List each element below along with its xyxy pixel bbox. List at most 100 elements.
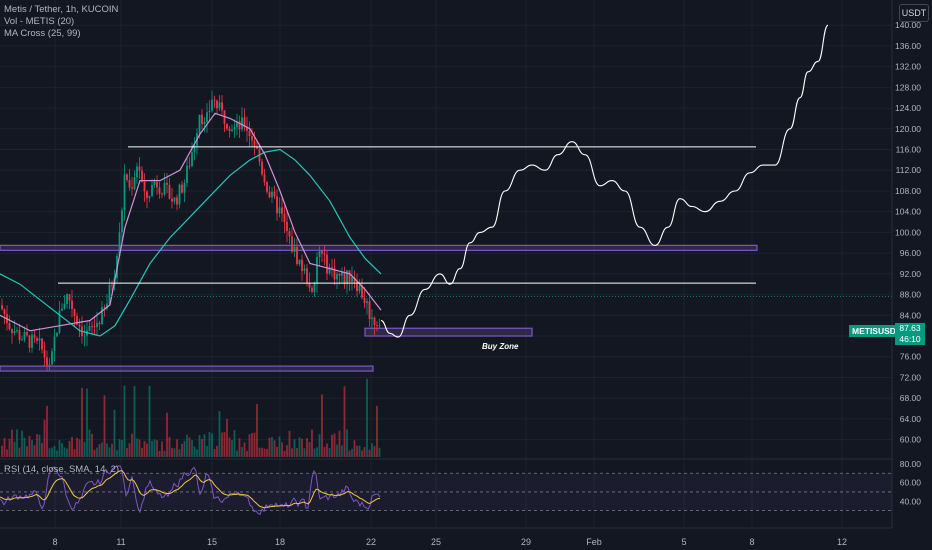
candle-body bbox=[213, 99, 216, 101]
volume-bar bbox=[46, 405, 48, 457]
candle-body bbox=[306, 268, 308, 284]
candle-body bbox=[246, 127, 248, 131]
volume-bar bbox=[283, 450, 286, 457]
volume-bar bbox=[253, 432, 256, 457]
candle-body bbox=[321, 251, 323, 254]
ticker-label: METISUSDT bbox=[849, 325, 905, 337]
candle-body bbox=[348, 270, 351, 282]
candle-body bbox=[166, 182, 168, 185]
candle-body bbox=[48, 364, 51, 366]
volume-bar bbox=[208, 431, 211, 457]
volume-bar bbox=[273, 440, 276, 457]
candle-body bbox=[176, 197, 178, 205]
price-tick-label: 140.00 bbox=[895, 20, 921, 30]
time-tick-label: 22 bbox=[366, 537, 376, 547]
legend-title[interactable]: Metis / Tether, 1h, KUCOIN bbox=[4, 4, 119, 15]
candle-body bbox=[23, 331, 26, 340]
price-tick-label: 84.00 bbox=[900, 310, 922, 320]
candle-body bbox=[18, 330, 21, 340]
candle-body bbox=[218, 102, 221, 109]
candle-body bbox=[248, 130, 251, 137]
candle-body bbox=[263, 174, 266, 183]
currency-button[interactable]: USDT bbox=[899, 4, 929, 22]
candle-body bbox=[376, 325, 378, 326]
time-axis[interactable]: 8 11 15 18 22 25 29 Feb 5 8 12 bbox=[0, 527, 892, 547]
candle-body bbox=[91, 325, 93, 327]
candle-body bbox=[71, 300, 73, 310]
volume-bar bbox=[171, 447, 173, 457]
volume-bar bbox=[18, 447, 21, 457]
rsi-legend[interactable]: RSI (14, close, SMA, 14, 2) bbox=[4, 464, 120, 475]
volume-bar bbox=[106, 443, 108, 457]
volume-bar bbox=[116, 450, 118, 457]
volume-bar bbox=[63, 447, 66, 457]
volume-bar bbox=[218, 411, 221, 457]
candle-body bbox=[83, 335, 86, 337]
volume-bar bbox=[276, 446, 278, 457]
volume-bar bbox=[216, 445, 218, 457]
price-tick-label: 92.00 bbox=[900, 269, 922, 279]
candle-body bbox=[201, 114, 203, 125]
volume-bar bbox=[318, 434, 321, 457]
volume-bar bbox=[126, 448, 128, 457]
zone-rect bbox=[0, 244, 758, 251]
volume-bar bbox=[241, 447, 243, 457]
candle-body bbox=[123, 174, 126, 211]
volume-bar bbox=[316, 447, 318, 457]
volume-bar bbox=[71, 436, 73, 457]
volume-bar bbox=[113, 409, 116, 457]
candle-body bbox=[43, 349, 46, 358]
volume-bar bbox=[243, 442, 246, 457]
price-tick-label: 100.00 bbox=[895, 227, 921, 237]
volume-bar bbox=[228, 437, 231, 457]
volume-bar bbox=[251, 433, 253, 457]
price-tick-label: 116.00 bbox=[896, 145, 922, 155]
candle-body bbox=[118, 232, 121, 256]
legend-ma-cross[interactable]: MA Cross (25, 99) bbox=[4, 28, 81, 39]
volume-bar bbox=[78, 439, 81, 457]
volume-bar bbox=[16, 429, 18, 457]
volume-bar bbox=[371, 443, 373, 457]
candle-body bbox=[211, 99, 213, 111]
volume-bar bbox=[261, 447, 263, 457]
time-tick-label: 5 bbox=[681, 537, 686, 547]
volume-bar bbox=[153, 439, 156, 457]
volume-bar bbox=[361, 450, 363, 457]
volume-bar bbox=[73, 449, 76, 457]
candle-body bbox=[33, 334, 36, 338]
volume-bar bbox=[188, 437, 191, 457]
price-tick-label: 64.00 bbox=[900, 414, 922, 424]
candle-body bbox=[301, 259, 303, 271]
chart-grid bbox=[0, 0, 892, 528]
volume-bar bbox=[133, 386, 136, 457]
candle-body bbox=[63, 304, 66, 309]
volume-bar bbox=[91, 433, 93, 457]
volume-bar bbox=[88, 429, 91, 457]
volume-bar bbox=[338, 430, 341, 457]
candle-body bbox=[133, 177, 136, 189]
volume-bar bbox=[363, 447, 366, 457]
volume-bar bbox=[191, 440, 193, 457]
volume-bar bbox=[331, 434, 333, 457]
price-axis[interactable]: 140.00 136.00 132.00 128.00 124.00 120.00 116.… bbox=[891, 0, 922, 528]
candle-body bbox=[148, 196, 151, 199]
candle-body bbox=[108, 284, 111, 304]
time-tick-label: 29 bbox=[521, 537, 531, 547]
volume-bar bbox=[161, 441, 163, 457]
chart-legend: Metis / Tether, 1h, KUCOIN Vol - METIS (… bbox=[4, 4, 118, 40]
time-tick-label: 11 bbox=[116, 537, 125, 547]
last-price-tag: 87.63 46:10 bbox=[895, 323, 925, 345]
volume-bar bbox=[166, 412, 168, 457]
legend-volume[interactable]: Vol - METIS (20) bbox=[4, 16, 75, 27]
candle-body bbox=[363, 297, 366, 304]
candle-body bbox=[233, 127, 236, 130]
volume-bar bbox=[21, 430, 23, 457]
candle-body bbox=[158, 187, 161, 194]
volume-bar bbox=[328, 447, 331, 457]
candle-body bbox=[341, 272, 343, 276]
candlesticks bbox=[1, 90, 381, 371]
candle-body bbox=[131, 187, 133, 189]
volume-bar bbox=[323, 446, 326, 457]
time-tick-label: 12 bbox=[837, 537, 847, 547]
